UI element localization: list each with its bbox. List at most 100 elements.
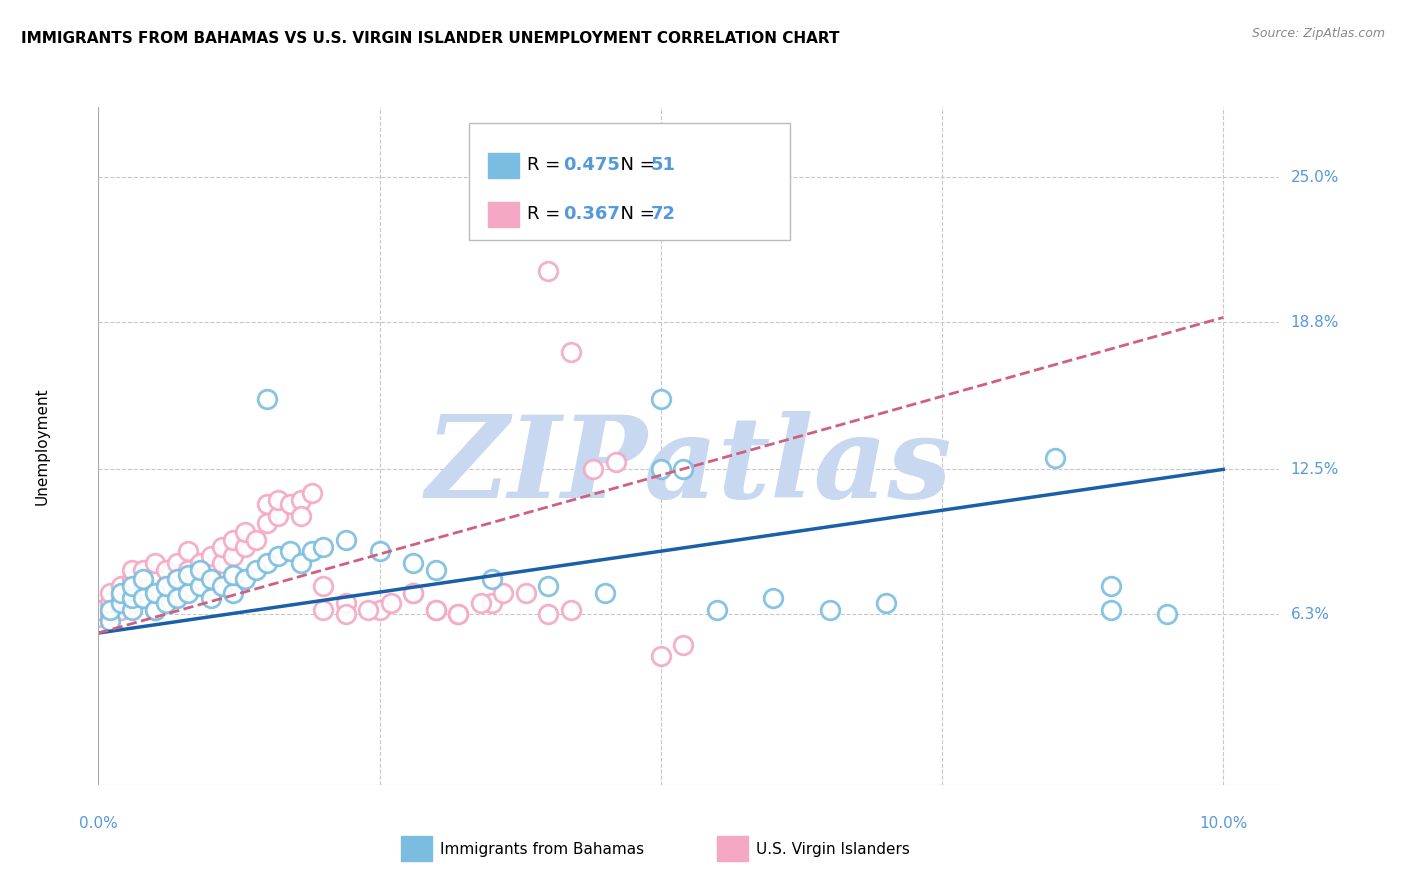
Point — [560, 345, 582, 359]
Point — [672, 638, 695, 652]
Point — [98, 596, 121, 610]
Text: 25.0%: 25.0% — [1291, 169, 1339, 185]
Text: 0.475: 0.475 — [564, 156, 620, 174]
Point — [301, 544, 323, 558]
Point — [110, 591, 132, 605]
Point — [402, 556, 425, 570]
Point — [87, 609, 110, 624]
Point — [447, 607, 470, 622]
Point — [1156, 607, 1178, 622]
Point — [166, 572, 188, 586]
Point — [121, 563, 143, 577]
Point — [211, 579, 233, 593]
Point — [188, 556, 211, 570]
Text: Unemployment: Unemployment — [34, 387, 49, 505]
Point — [515, 586, 537, 600]
Point — [312, 602, 335, 616]
Text: R =: R = — [527, 205, 567, 223]
Point — [650, 462, 672, 476]
Point — [256, 498, 278, 512]
Point — [425, 563, 447, 577]
Point — [121, 579, 143, 593]
Text: N =: N = — [609, 156, 659, 174]
Point — [481, 572, 503, 586]
Point — [143, 602, 166, 616]
Text: 18.8%: 18.8% — [1291, 315, 1339, 330]
Point — [155, 579, 177, 593]
Point — [267, 492, 290, 507]
Point — [537, 607, 560, 622]
Point — [200, 549, 222, 563]
Point — [200, 591, 222, 605]
Point — [245, 563, 267, 577]
Point — [98, 615, 121, 629]
Text: 0.367: 0.367 — [564, 205, 620, 223]
Point — [560, 602, 582, 616]
Text: Source: ZipAtlas.com: Source: ZipAtlas.com — [1251, 27, 1385, 40]
Point — [87, 602, 110, 616]
Point — [818, 602, 841, 616]
Point — [368, 544, 391, 558]
Point — [121, 586, 143, 600]
Point — [166, 556, 188, 570]
Point — [166, 586, 188, 600]
Point — [188, 572, 211, 586]
Text: 51: 51 — [651, 156, 676, 174]
Point — [290, 556, 312, 570]
Point — [470, 596, 492, 610]
Point — [267, 509, 290, 524]
Point — [98, 586, 121, 600]
Point — [121, 591, 143, 605]
Point — [762, 591, 785, 605]
Point — [1043, 450, 1066, 465]
Point — [121, 602, 143, 616]
Point — [177, 586, 200, 600]
Text: IMMIGRANTS FROM BAHAMAS VS U.S. VIRGIN ISLANDER UNEMPLOYMENT CORRELATION CHART: IMMIGRANTS FROM BAHAMAS VS U.S. VIRGIN I… — [21, 31, 839, 46]
Point — [200, 563, 222, 577]
Point — [211, 556, 233, 570]
Point — [256, 392, 278, 407]
Point — [121, 572, 143, 586]
Point — [143, 556, 166, 570]
Point — [177, 563, 200, 577]
Point — [155, 591, 177, 605]
Point — [582, 462, 605, 476]
Text: 72: 72 — [651, 205, 676, 223]
Point — [593, 586, 616, 600]
Point — [402, 586, 425, 600]
Point — [121, 596, 143, 610]
Point — [233, 572, 256, 586]
Text: U.S. Virgin Islanders: U.S. Virgin Islanders — [756, 842, 910, 856]
Point — [222, 567, 245, 582]
Point — [537, 579, 560, 593]
Point — [166, 591, 188, 605]
Point — [132, 591, 155, 605]
Point — [143, 586, 166, 600]
Point — [233, 540, 256, 554]
Point — [875, 596, 897, 610]
Point — [335, 533, 357, 547]
Point — [425, 602, 447, 616]
Point — [222, 586, 245, 600]
Point — [481, 596, 503, 610]
Point — [256, 556, 278, 570]
Text: R =: R = — [527, 156, 567, 174]
Point — [98, 607, 121, 622]
Point — [110, 596, 132, 610]
Point — [1099, 602, 1122, 616]
Point — [110, 579, 132, 593]
Point — [335, 607, 357, 622]
Point — [110, 586, 132, 600]
Point — [312, 579, 335, 593]
Point — [132, 563, 155, 577]
Point — [166, 572, 188, 586]
Point — [110, 602, 132, 616]
Point — [301, 485, 323, 500]
Text: 6.3%: 6.3% — [1291, 607, 1330, 622]
Point — [177, 579, 200, 593]
Point — [245, 533, 267, 547]
Text: N =: N = — [609, 205, 659, 223]
Text: 12.5%: 12.5% — [1291, 462, 1339, 477]
Point — [155, 563, 177, 577]
Point — [211, 540, 233, 554]
